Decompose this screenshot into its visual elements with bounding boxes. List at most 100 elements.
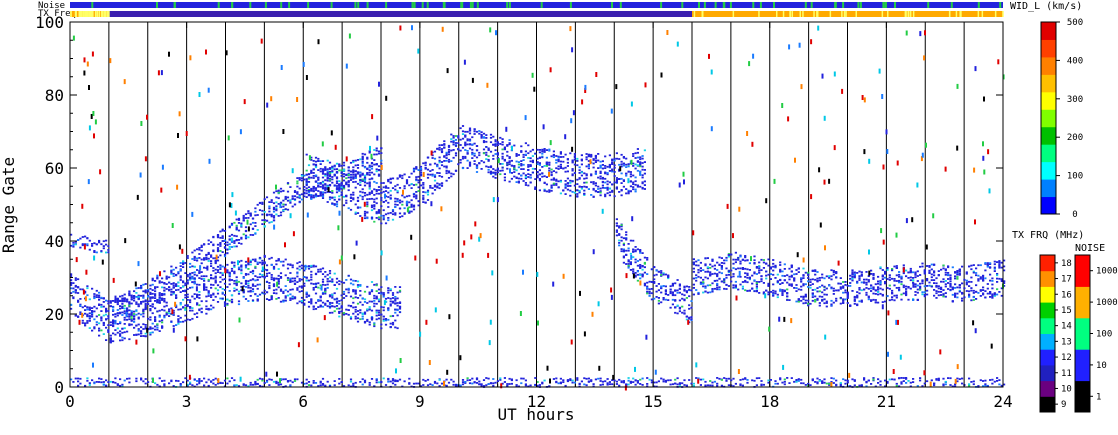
txfreq-mark (104, 11, 106, 17)
scatter-cell (839, 296, 842, 299)
scatter-cell (578, 190, 581, 192)
scatter-cell (258, 273, 262, 276)
scatter-cell (741, 268, 744, 270)
scatter-cell (177, 285, 180, 287)
scatter-cell (154, 293, 157, 295)
scatter-cell (394, 200, 397, 203)
scatter-cell (317, 179, 320, 181)
scatter-cell (235, 281, 238, 284)
scatter-cell (263, 198, 266, 201)
scatter-cell (604, 195, 607, 198)
scatter-cell (559, 156, 562, 158)
scatter-cell (982, 286, 985, 289)
scatter-cell (389, 194, 392, 197)
scatter-cell (718, 286, 721, 289)
scatter-cell (569, 184, 572, 187)
scatter-cell (137, 329, 140, 332)
scatter-cell (88, 382, 91, 384)
scatter-cell (620, 225, 623, 228)
scatter-cell (161, 294, 164, 297)
scatter-cell (697, 271, 700, 274)
scatter-cell (905, 294, 908, 297)
scatter-cell (312, 287, 315, 289)
scatter-cell (368, 166, 371, 169)
scatter-cell (744, 272, 747, 275)
scatter-cell (422, 191, 425, 193)
scatter-cell (270, 378, 273, 381)
scatter-cell (858, 287, 861, 289)
scatter-cell (699, 281, 702, 284)
scatter-cell (625, 254, 628, 256)
scatter-cell (314, 301, 318, 304)
noise-bar-mark (460, 2, 463, 8)
scatter-cell (436, 186, 439, 189)
scatter-cell (368, 187, 371, 190)
scatter-cell (975, 298, 978, 300)
scatter-cell (494, 149, 497, 152)
scatter-cell (725, 256, 728, 259)
scatter-cell (77, 239, 80, 241)
scatter-cell (368, 178, 371, 181)
scatter-cell (221, 274, 224, 276)
scatter-cell (137, 303, 140, 306)
scatter-cell (312, 305, 315, 308)
scatter-cell (741, 285, 744, 288)
scatter-cell (671, 294, 674, 297)
scatter-cell (480, 136, 483, 139)
scatter-cell (422, 186, 425, 189)
scatter-cell (643, 172, 646, 175)
scatter-cell (639, 258, 642, 261)
scatter-cell (758, 265, 761, 268)
scatter-cell (289, 201, 292, 204)
scatter-cell (776, 273, 779, 276)
scatter-cell (597, 153, 600, 155)
scatter-cell (270, 298, 273, 301)
scatter-cell (324, 183, 327, 185)
scatter-cell (426, 193, 430, 196)
scatter-cell (699, 276, 702, 279)
scatter-cell (203, 283, 206, 286)
scatter-cell (601, 181, 604, 184)
scatter-cell (800, 285, 803, 288)
scatter-cell (149, 318, 152, 321)
scatter-cell (478, 151, 481, 154)
scatter-cell (361, 152, 364, 155)
scatter-cell (956, 292, 959, 295)
scatter-cell (175, 296, 178, 298)
scatter-cell (196, 269, 199, 271)
scatter-cell (251, 269, 255, 272)
scatter-cell (377, 189, 381, 191)
scatter-cell (557, 180, 560, 183)
scatter-cell (695, 264, 698, 267)
scatter-cell (786, 288, 789, 291)
scatter-cell (996, 261, 999, 263)
scatter-cell (300, 300, 304, 302)
scatter-cell (142, 315, 145, 318)
scatter-cell (888, 299, 891, 302)
scatter-cell (149, 326, 152, 329)
scatter-cell (380, 191, 383, 194)
scatter-cell (949, 285, 952, 288)
scatter-cell (223, 303, 227, 305)
scatter-cell (305, 183, 308, 185)
scatter-cell (338, 180, 341, 182)
scatter-cell (928, 281, 931, 284)
scatter-cell (970, 299, 973, 302)
scatter-cell (135, 334, 138, 336)
scatter-cell (907, 298, 910, 301)
scatter-cell (247, 217, 250, 219)
scatter-cell (816, 290, 819, 293)
scatter-cell (270, 278, 273, 281)
scatter-cell (263, 219, 266, 221)
scatter-cell (366, 156, 369, 159)
scatter-cell (622, 249, 625, 252)
scatter-cell (352, 279, 355, 282)
scatter-cell (723, 278, 726, 280)
scatter-cell (496, 156, 499, 159)
scatter-cell (242, 290, 245, 292)
scatter-cell (182, 320, 185, 323)
scatter-cell (772, 273, 775, 276)
scatter-cell (529, 164, 532, 166)
scatter-cell (196, 248, 199, 251)
scatter-cell (762, 267, 765, 269)
